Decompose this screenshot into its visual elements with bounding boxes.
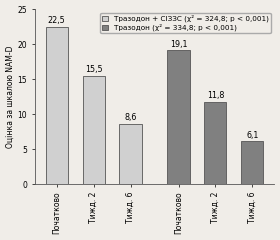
Bar [120,124,142,184]
Text: 19,1: 19,1 [170,40,187,49]
Bar [83,76,105,184]
Legend: Тразодон + СІЗЗС (χ² = 324,8; p < 0,001), Тразодон (χ² = 334,8; p < 0,001): Тразодон + СІЗЗС (χ² = 324,8; p < 0,001)… [100,13,271,33]
Text: 22,5: 22,5 [48,16,66,25]
Text: 11,8: 11,8 [207,91,224,100]
Bar [167,50,190,184]
Y-axis label: Оцінка за шкалою NAM-D: Оцінка за шкалою NAM-D [6,45,15,148]
Bar [46,27,68,184]
Text: 15,5: 15,5 [85,65,102,74]
Bar [204,102,227,184]
Text: 6,1: 6,1 [246,131,258,140]
Bar [241,141,263,184]
Text: 8,6: 8,6 [124,113,137,122]
